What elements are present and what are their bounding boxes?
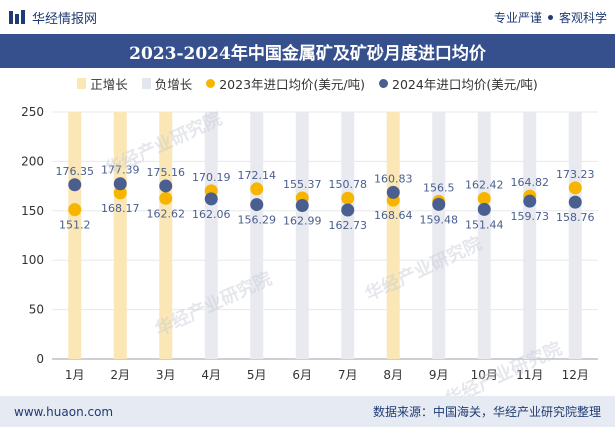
y-tick-label: 200 bbox=[21, 154, 44, 168]
y-tick-label: 0 bbox=[36, 352, 44, 366]
x-tick-label: 8月 bbox=[383, 368, 403, 382]
point-2024 bbox=[204, 192, 218, 206]
legend-item-positive: 正增长 bbox=[77, 74, 128, 93]
data-label-bottom: 159.73 bbox=[511, 210, 550, 223]
data-label-top: 173.23 bbox=[556, 168, 595, 181]
footer: www.huaon.com 数据来源：中国海关，华经产业研究院整理 bbox=[0, 396, 615, 427]
y-tick-label: 50 bbox=[29, 303, 44, 317]
data-label-bottom: 151.44 bbox=[465, 218, 504, 231]
y-tick-label: 250 bbox=[21, 105, 44, 119]
slogan-dot-icon bbox=[547, 14, 553, 20]
data-label-bottom: 159.48 bbox=[420, 213, 459, 226]
growth-bar bbox=[204, 112, 218, 359]
data-label-bottom: 156.29 bbox=[238, 214, 277, 227]
chart-legend: 正增长 负增长 2023年进口均价(美元/吨) 2024年进口均价(美元/吨) bbox=[0, 72, 615, 94]
point-2024 bbox=[523, 194, 537, 208]
growth-bar bbox=[523, 112, 537, 359]
slogan-left: 专业严谨 bbox=[493, 10, 542, 25]
top-bar: 华经情报网 专业严谨 客观科学 bbox=[0, 0, 615, 34]
point-2024 bbox=[113, 177, 127, 191]
x-tick-label: 4月 bbox=[201, 368, 221, 382]
footer-source: 数据来源：中国海关，华经产业研究院整理 bbox=[372, 405, 601, 419]
growth-bar bbox=[295, 112, 309, 359]
data-label-bottom: 168.64 bbox=[374, 209, 413, 222]
point-2023 bbox=[113, 186, 127, 200]
growth-bar bbox=[159, 112, 173, 359]
point-2023 bbox=[250, 182, 264, 196]
growth-bar bbox=[113, 112, 127, 359]
growth-bar bbox=[477, 112, 491, 359]
growth-bar bbox=[68, 112, 82, 359]
growth-bar bbox=[568, 112, 582, 359]
point-2023 bbox=[477, 192, 491, 206]
legend-label-negative: 负增长 bbox=[154, 76, 193, 92]
point-2024 bbox=[68, 178, 82, 192]
legend-swatch-2024 bbox=[379, 78, 389, 88]
y-tick-label: 150 bbox=[21, 204, 44, 218]
x-tick-label: 2月 bbox=[110, 368, 130, 382]
x-tick-label: 7月 bbox=[338, 368, 358, 382]
data-label-bottom: 151.2 bbox=[59, 219, 91, 232]
point-2024 bbox=[386, 185, 400, 199]
legend-label-positive: 正增长 bbox=[90, 76, 128, 92]
growth-bar bbox=[386, 112, 400, 359]
x-tick-label: 12月 bbox=[562, 368, 589, 382]
point-2024 bbox=[568, 195, 582, 209]
legend-item-negative: 负增长 bbox=[141, 74, 193, 93]
legend-item-2024: 2024年进口均价(美元/吨) bbox=[379, 74, 538, 93]
data-label-top: 156.5 bbox=[423, 181, 455, 194]
x-tick-label: 9月 bbox=[429, 368, 449, 382]
data-label-top: 164.82 bbox=[511, 176, 550, 189]
x-tick-label: 11月 bbox=[516, 368, 543, 382]
data-label-bottom: 162.62 bbox=[147, 207, 186, 220]
data-label-top: 175.16 bbox=[147, 166, 186, 179]
legend-item-2023: 2023年进口均价(美元/吨) bbox=[206, 74, 365, 93]
growth-bar bbox=[250, 112, 264, 359]
point-2024 bbox=[341, 203, 355, 217]
point-2023 bbox=[159, 191, 173, 205]
brand-name: 华经情报网 bbox=[32, 11, 98, 27]
data-label-top: 155.37 bbox=[283, 178, 322, 191]
data-label-top: 170.19 bbox=[192, 171, 231, 184]
data-label-bottom: 162.73 bbox=[329, 219, 368, 232]
data-label-bottom: 162.06 bbox=[192, 208, 231, 221]
legend-label-2023: 2023年进口均价(美元/吨) bbox=[219, 76, 366, 92]
data-label-top: 162.42 bbox=[465, 179, 504, 192]
point-2024 bbox=[477, 202, 491, 216]
point-2024 bbox=[159, 179, 173, 193]
brand: 华经情报网 bbox=[8, 8, 97, 27]
growth-bar bbox=[432, 112, 446, 359]
legend-swatch-2023 bbox=[206, 78, 216, 88]
chart-title: 2023-2024年中国金属矿及矿砂月度进口均价 bbox=[0, 34, 615, 68]
x-tick-label: 5月 bbox=[247, 368, 267, 382]
data-label-top: 172.14 bbox=[238, 169, 277, 182]
point-2023 bbox=[568, 181, 582, 195]
slogan: 专业严谨 客观科学 bbox=[494, 9, 607, 26]
y-tick-label: 100 bbox=[21, 253, 44, 267]
point-2024 bbox=[250, 198, 264, 212]
x-tick-label: 1月 bbox=[65, 368, 85, 382]
x-tick-label: 3月 bbox=[156, 368, 176, 382]
brand-logo-icon bbox=[9, 10, 25, 24]
data-label-top: 177.39 bbox=[101, 164, 140, 177]
x-tick-label: 10月 bbox=[471, 368, 498, 382]
data-label-top: 160.83 bbox=[374, 172, 413, 185]
point-2023 bbox=[341, 191, 355, 205]
chart-plot: 0 50 100 150 200 250 1月 2月 3月 4月 5月 6月 7月 8月 9月 10月 11月 1… bbox=[21, 105, 598, 382]
x-tick-label: 6月 bbox=[292, 368, 312, 382]
point-2024 bbox=[295, 198, 309, 212]
data-label-bottom: 168.17 bbox=[101, 202, 140, 215]
point-2024 bbox=[432, 197, 446, 211]
footer-url: www.huaon.com bbox=[14, 404, 114, 419]
data-label-top: 176.35 bbox=[56, 165, 95, 178]
data-label-bottom: 158.76 bbox=[556, 211, 595, 224]
growth-bar bbox=[341, 112, 355, 359]
legend-swatch-positive bbox=[77, 77, 87, 89]
legend-swatch-negative bbox=[141, 77, 151, 89]
point-2023 bbox=[68, 203, 82, 217]
legend-label-2024: 2024年进口均价(美元/吨) bbox=[392, 76, 538, 92]
data-label-bottom: 162.99 bbox=[283, 214, 322, 227]
data-label-top: 150.78 bbox=[329, 178, 368, 191]
slogan-right: 客观科学 bbox=[558, 10, 607, 25]
